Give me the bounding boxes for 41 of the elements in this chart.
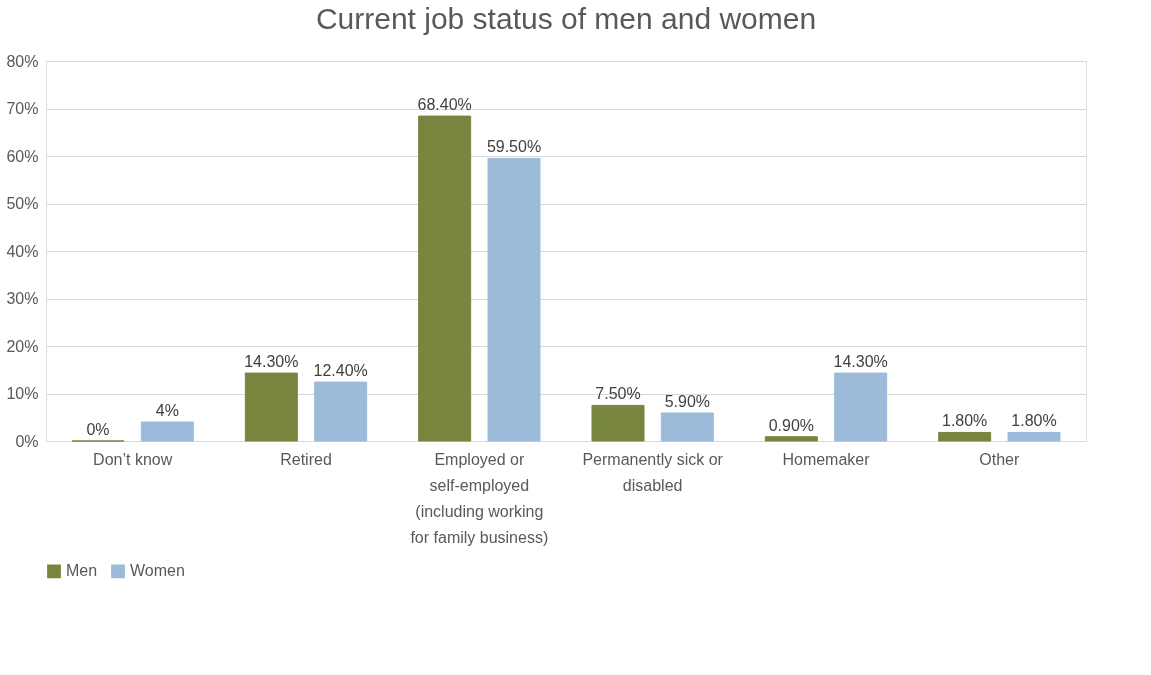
x-tick-label: Employed or self-employed (including working for family business) — [410, 450, 549, 546]
data-label: 0% — [86, 421, 110, 438]
bar — [418, 115, 472, 442]
data-label: 59.50% — [486, 138, 542, 156]
data-label: 14.30% — [244, 353, 299, 371]
chart-title: Current job status of men and women — [315, 2, 817, 35]
data-label: 7.50% — [595, 385, 641, 403]
y-tick-label: 70% — [6, 100, 39, 117]
y-tick-label: 0% — [15, 432, 39, 450]
legend-label: Men — [66, 562, 98, 580]
x-tick-label: Other — [979, 450, 1021, 468]
y-tick-label: 20% — [6, 337, 39, 355]
bar — [487, 157, 541, 442]
data-label: 4% — [155, 402, 179, 419]
y-tick-label: 10% — [6, 385, 39, 402]
x-tick-label: Permanently sick or disabled — [582, 450, 724, 494]
bar — [834, 372, 888, 442]
data-label: 5.90% — [664, 392, 711, 410]
data-label: 14.30% — [833, 353, 888, 371]
bar — [938, 431, 992, 442]
y-tick-label: 60% — [6, 147, 39, 165]
data-label: 12.40% — [313, 362, 368, 380]
bar — [1007, 431, 1061, 442]
bar — [660, 412, 714, 442]
bar — [140, 421, 194, 442]
data-label: 0.90% — [768, 416, 815, 434]
bar — [244, 372, 298, 442]
y-tick-label: 50% — [6, 195, 39, 212]
x-tick-label: Don’t know — [93, 450, 173, 468]
y-tick-label: 40% — [6, 242, 39, 260]
data-label: 68.40% — [417, 96, 472, 114]
y-tick-label: 30% — [6, 290, 39, 307]
y-tick-label: 80% — [6, 52, 39, 70]
bar — [591, 404, 645, 442]
bar — [764, 436, 818, 442]
x-tick-label: Retired — [280, 450, 332, 468]
legend-label: Women — [130, 562, 185, 580]
bar — [314, 381, 368, 442]
data-label: 1.80% — [1011, 412, 1057, 430]
data-label: 1.80% — [941, 412, 988, 430]
x-tick-label: Homemaker — [782, 450, 871, 468]
